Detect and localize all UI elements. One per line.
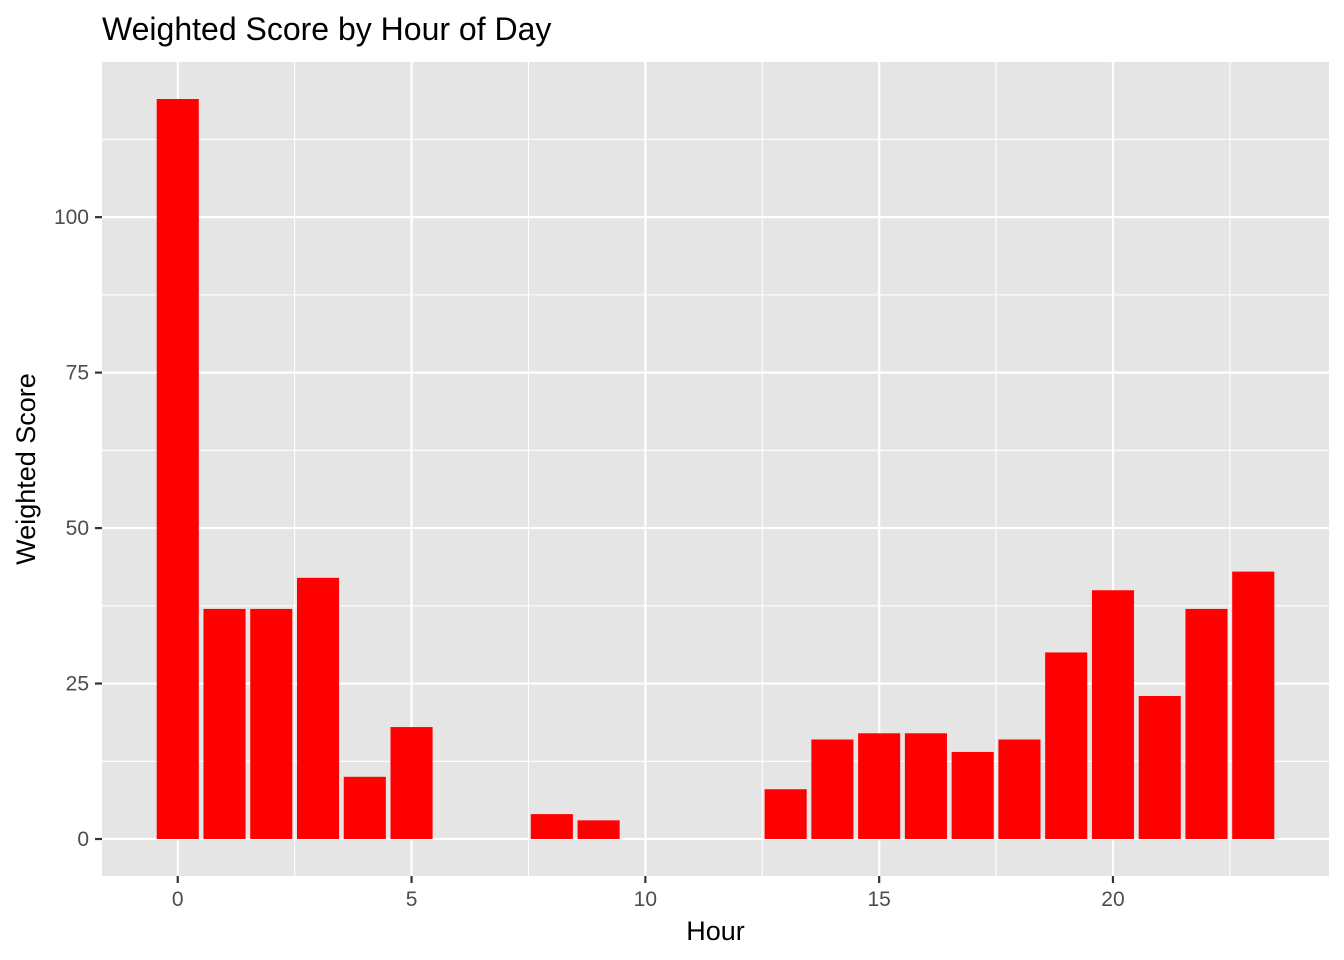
bar-hour-3 xyxy=(296,577,340,839)
bar-hour-1 xyxy=(203,608,246,839)
y-axis-title: Weighted Score xyxy=(11,373,41,565)
bar-hour-5 xyxy=(390,727,433,839)
bar-hour-2 xyxy=(250,608,293,839)
x-tick-label-20: 20 xyxy=(1101,888,1124,911)
y-tick-label-75: 75 xyxy=(66,362,89,385)
x-tick-label-15: 15 xyxy=(867,888,890,911)
bar-hour-9 xyxy=(577,820,620,839)
y-tick-label-50: 50 xyxy=(66,517,89,540)
bar-hour-8 xyxy=(530,814,573,839)
bar-hour-14 xyxy=(811,739,854,839)
x-tick-label-10: 10 xyxy=(634,888,657,911)
bar-hour-4 xyxy=(343,776,386,839)
bar-hour-0 xyxy=(156,99,199,839)
y-tick-label-0: 0 xyxy=(77,828,89,851)
chart-title: Weighted Score by Hour of Day xyxy=(102,11,551,47)
bar-hour-22 xyxy=(1185,608,1228,839)
bar-hour-18 xyxy=(998,739,1041,839)
y-tick-label-25: 25 xyxy=(66,673,89,696)
bar-hour-23 xyxy=(1232,571,1275,839)
x-tick-label-0: 0 xyxy=(172,888,184,911)
bars xyxy=(156,99,1275,839)
x-tick-label-5: 5 xyxy=(406,888,418,911)
bar-hour-17 xyxy=(951,751,994,839)
x-axis-title: Hour xyxy=(686,916,745,946)
bar-hour-16 xyxy=(904,733,947,839)
bar-hour-20 xyxy=(1091,590,1135,839)
bar-hour-21 xyxy=(1138,695,1181,839)
y-axis: 0 25 50 75 100 xyxy=(54,206,102,851)
x-axis: 0 5 10 15 20 xyxy=(172,876,1125,911)
y-tick-label-100: 100 xyxy=(54,206,89,229)
bar-hour-15 xyxy=(858,733,901,839)
bar-hour-13 xyxy=(764,789,807,839)
bar-hour-19 xyxy=(1045,652,1088,839)
